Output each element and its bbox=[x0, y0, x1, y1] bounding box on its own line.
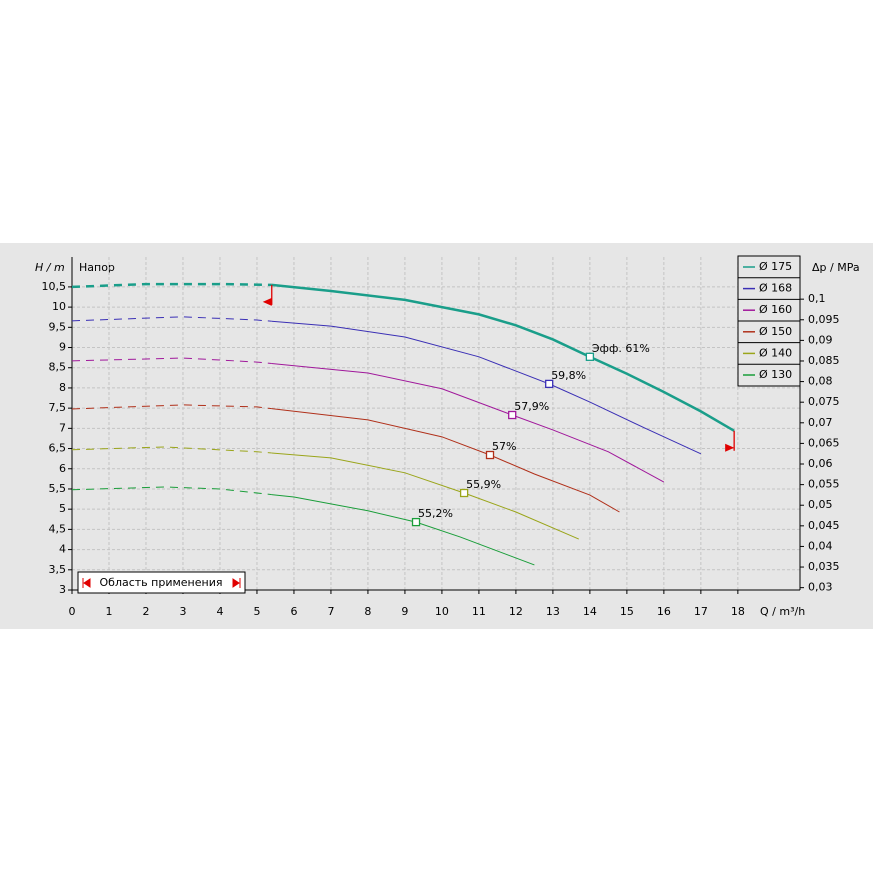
y2-tick-label: 0,08 bbox=[808, 375, 833, 388]
curve bbox=[271, 452, 579, 540]
efficiency-label: 59,8% bbox=[551, 369, 586, 382]
y-tick-label: 8 bbox=[59, 381, 66, 394]
legend-label: Ø 130 bbox=[759, 368, 792, 381]
y2-tick-label: 0,095 bbox=[808, 313, 840, 326]
y2-tick-label: 0,05 bbox=[808, 498, 833, 511]
efficiency-point bbox=[485, 450, 495, 460]
y-tick-label: 5 bbox=[59, 502, 66, 515]
efficiency-point bbox=[545, 379, 554, 389]
y-tick-label: 10,5 bbox=[42, 280, 67, 293]
x-tick-label: 8 bbox=[364, 605, 371, 618]
efficiency-label: Эфф. 61% bbox=[592, 342, 650, 355]
x-tick-label: 17 bbox=[694, 605, 708, 618]
y-tick-label: 8,5 bbox=[49, 361, 67, 374]
y-tick-label: 3 bbox=[59, 583, 66, 596]
curve bbox=[271, 408, 620, 513]
legend-label: Ø 150 bbox=[759, 325, 792, 338]
x-tick-label: 18 bbox=[731, 605, 745, 618]
x-tick-label: 16 bbox=[657, 605, 671, 618]
x-tick-label: 13 bbox=[546, 605, 560, 618]
y2-tick-label: 0,045 bbox=[808, 519, 840, 532]
y-tick-label: 4,5 bbox=[49, 522, 67, 535]
y-tick-label: 9,5 bbox=[49, 320, 67, 333]
y2-tick-label: 0,055 bbox=[808, 478, 840, 491]
x-tick-label: 12 bbox=[509, 605, 523, 618]
range-arrow bbox=[262, 297, 272, 306]
x-tick-label: 10 bbox=[435, 605, 449, 618]
y2-tick-label: 0,03 bbox=[808, 581, 833, 594]
y-tick-label: 7 bbox=[59, 421, 66, 434]
range-box bbox=[77, 571, 246, 594]
y2-tick-label: 0,035 bbox=[808, 560, 840, 573]
x-tick-label: 2 bbox=[142, 605, 149, 618]
efficiency-point bbox=[585, 352, 595, 361]
x-tick-label: 5 bbox=[253, 605, 260, 618]
x-axis-label: Q / m³/h bbox=[760, 605, 805, 618]
y2-tick-label: 0,09 bbox=[808, 333, 833, 346]
efficiency-label: 55,2% bbox=[418, 507, 453, 520]
legend-label: Ø 175 bbox=[759, 260, 792, 273]
curve bbox=[271, 363, 665, 483]
legend-label: Ø 160 bbox=[759, 303, 792, 316]
efficiency-point bbox=[411, 517, 421, 527]
y-tick-label: 3,5 bbox=[49, 563, 67, 576]
y-tick-label: 7,5 bbox=[49, 401, 67, 414]
y-tick-label: 10 bbox=[52, 300, 66, 313]
y-tick-label: 6 bbox=[59, 462, 66, 475]
y2-tick-label: 0,1 bbox=[808, 292, 826, 305]
y-tick-label: 5,5 bbox=[49, 482, 67, 495]
x-tick-label: 6 bbox=[290, 605, 297, 618]
x-tick-label: 4 bbox=[216, 605, 223, 618]
y2-tick-label: 0,085 bbox=[808, 354, 840, 367]
y2-tick-label: 0,07 bbox=[808, 416, 833, 429]
x-tick-label: 0 bbox=[69, 605, 76, 618]
efficiency-label: 55,9% bbox=[466, 478, 501, 491]
y2-tick-label: 0,065 bbox=[808, 436, 840, 449]
x-tick-label: 14 bbox=[583, 605, 597, 618]
curve bbox=[271, 283, 735, 432]
y2-tick-label: 0,06 bbox=[808, 457, 833, 470]
curve bbox=[271, 494, 535, 566]
x-tick-label: 7 bbox=[327, 605, 334, 618]
x-tick-label: 15 bbox=[620, 605, 634, 618]
y-tick-label: 4 bbox=[59, 543, 66, 556]
y2-tick-label: 0,04 bbox=[808, 539, 833, 552]
legend-label: Ø 140 bbox=[759, 346, 792, 359]
curve bbox=[271, 320, 702, 455]
range-icon bbox=[82, 578, 91, 588]
efficiency-point bbox=[459, 488, 469, 498]
efficiency-label: 57,9% bbox=[514, 400, 549, 413]
y-axis-label: H / m bbox=[35, 261, 65, 274]
curve-extension bbox=[71, 282, 272, 289]
range-icon bbox=[232, 578, 241, 588]
x-tick-label: 11 bbox=[472, 605, 486, 618]
x-tick-label: 3 bbox=[179, 605, 186, 618]
x-tick-label: 1 bbox=[105, 605, 112, 618]
legend-label: Ø 168 bbox=[759, 282, 792, 295]
y-tick-label: 9 bbox=[59, 341, 66, 354]
y2-axis-label: Δp / MPa bbox=[812, 261, 860, 274]
curve-extension bbox=[71, 486, 272, 496]
range-arrow bbox=[725, 443, 735, 452]
efficiency-label: 57% bbox=[492, 440, 516, 453]
efficiency-point bbox=[508, 410, 517, 420]
range-label: Область применения bbox=[100, 576, 223, 589]
y2-tick-label: 0,075 bbox=[808, 395, 840, 408]
y-tick-label: 6,5 bbox=[49, 442, 67, 455]
y-axis-title: Напор bbox=[79, 261, 115, 274]
x-tick-label: 9 bbox=[401, 605, 408, 618]
legend: Ø 175 Ø 168 Ø 160 Ø 150 Ø 140 Ø 130 bbox=[737, 255, 801, 387]
